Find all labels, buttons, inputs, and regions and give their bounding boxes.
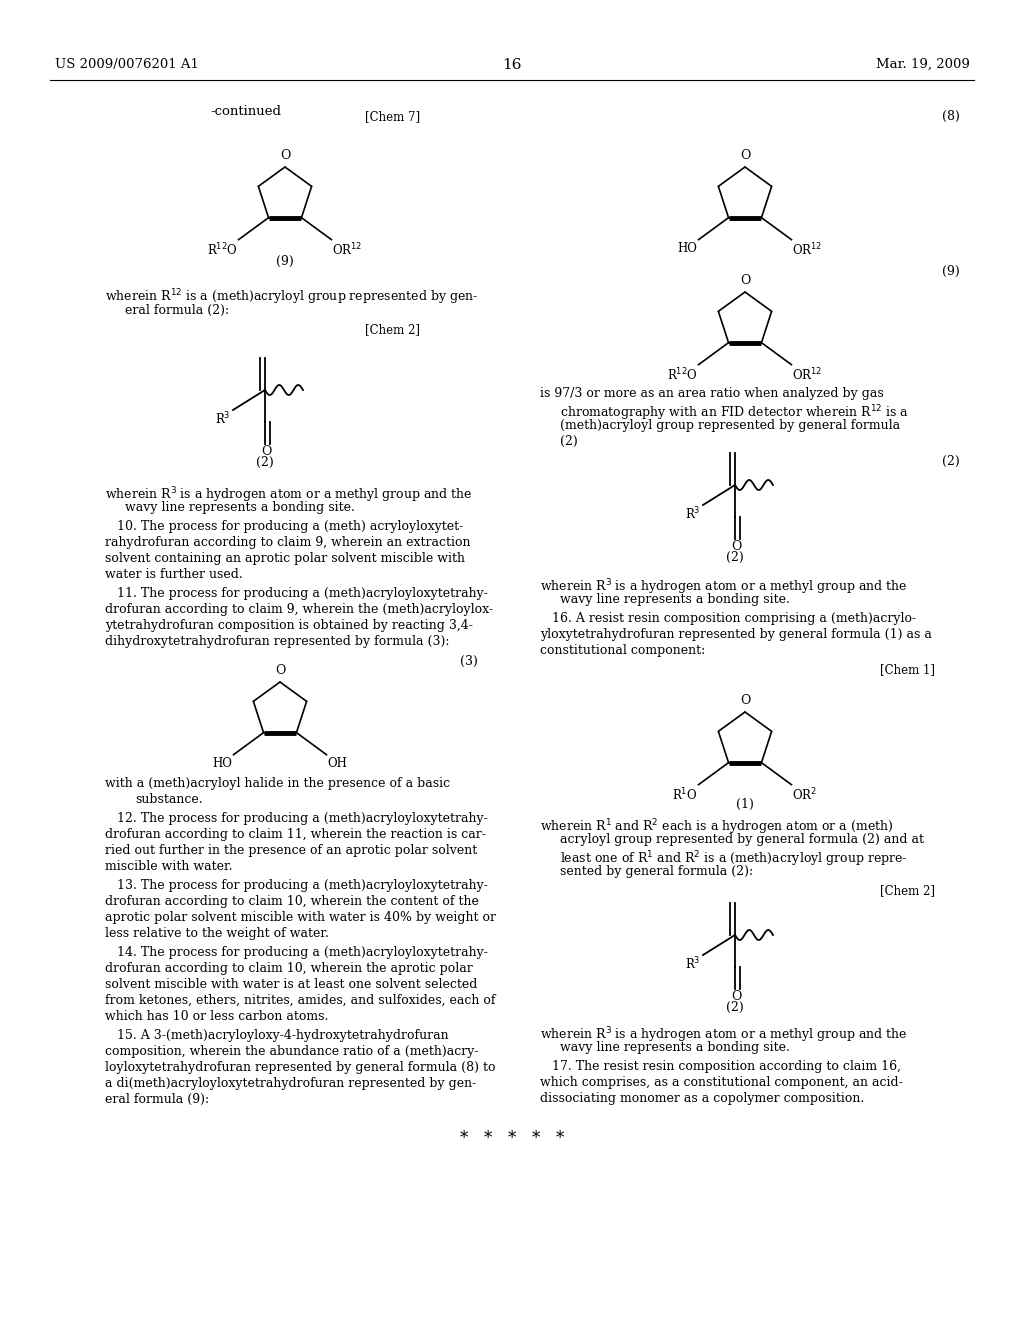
Text: drofuran according to claim 10, wherein the content of the: drofuran according to claim 10, wherein … <box>105 895 479 908</box>
Text: drofuran according to claim 11, wherein the reaction is car-: drofuran according to claim 11, wherein … <box>105 828 485 841</box>
Text: Mar. 19, 2009: Mar. 19, 2009 <box>877 58 970 71</box>
Text: (8): (8) <box>942 110 961 123</box>
Text: R$^{12}$O: R$^{12}$O <box>667 367 697 383</box>
Text: 13. The process for producing a (meth)acryloyloxytetrahy-: 13. The process for producing a (meth)ac… <box>105 879 487 892</box>
Text: R$^3$: R$^3$ <box>685 506 701 523</box>
Text: (2): (2) <box>726 1001 743 1014</box>
Text: OH: OH <box>328 756 347 770</box>
Text: OR$^{12}$: OR$^{12}$ <box>333 242 362 259</box>
Text: O: O <box>274 664 286 677</box>
Text: sented by general formula (2):: sented by general formula (2): <box>560 865 753 878</box>
Text: from ketones, ethers, nitrites, amides, and sulfoxides, each of: from ketones, ethers, nitrites, amides, … <box>105 994 496 1007</box>
Text: which comprises, as a constitutional component, an acid-: which comprises, as a constitutional com… <box>540 1076 903 1089</box>
Text: aprotic polar solvent miscible with water is 40% by weight or: aprotic polar solvent miscible with wate… <box>105 911 496 924</box>
Text: dissociating monomer as a copolymer composition.: dissociating monomer as a copolymer comp… <box>540 1092 864 1105</box>
Text: wherein R$^3$ is a hydrogen atom or a methyl group and the: wherein R$^3$ is a hydrogen atom or a me… <box>540 1026 907 1044</box>
Text: O: O <box>731 990 741 1003</box>
Text: 10. The process for producing a (meth) acryloyloxytet-: 10. The process for producing a (meth) a… <box>105 520 463 533</box>
Text: [Chem 2]: [Chem 2] <box>880 884 935 898</box>
Text: rahydrofuran according to claim 9, wherein an extraction: rahydrofuran according to claim 9, where… <box>105 536 470 549</box>
Text: R$^3$: R$^3$ <box>685 956 701 973</box>
Text: US 2009/0076201 A1: US 2009/0076201 A1 <box>55 58 199 71</box>
Text: (meth)acryloyl group represented by general formula: (meth)acryloyl group represented by gene… <box>560 418 900 432</box>
Text: acryloyl group represented by general formula (2) and at: acryloyl group represented by general fo… <box>560 833 924 846</box>
Text: 11. The process for producing a (meth)acryloyloxytetrahy-: 11. The process for producing a (meth)ac… <box>105 587 487 601</box>
Text: (1): (1) <box>736 799 754 810</box>
Text: dihydroxytetrahydrofuran represented by formula (3):: dihydroxytetrahydrofuran represented by … <box>105 635 450 648</box>
Text: wherein R$^3$ is a hydrogen atom or a methyl group and the: wherein R$^3$ is a hydrogen atom or a me… <box>105 484 473 504</box>
Text: R$^{12}$O: R$^{12}$O <box>207 242 238 259</box>
Text: is 97/3 or more as an area ratio when analyzed by gas: is 97/3 or more as an area ratio when an… <box>540 387 884 400</box>
Text: with a (meth)acryloyl halide in the presence of a basic: with a (meth)acryloyl halide in the pres… <box>105 777 451 789</box>
Text: water is further used.: water is further used. <box>105 568 243 581</box>
Text: loyloxytetrahydrofuran represented by general formula (8) to: loyloxytetrahydrofuran represented by ge… <box>105 1061 496 1074</box>
Text: O: O <box>280 149 290 162</box>
Text: O: O <box>739 275 751 286</box>
Text: 17. The resist resin composition according to claim 16,: 17. The resist resin composition accordi… <box>540 1060 901 1073</box>
Text: O: O <box>261 445 271 458</box>
Text: (9): (9) <box>276 255 294 268</box>
Text: HO: HO <box>678 242 697 255</box>
Text: OR$^{12}$: OR$^{12}$ <box>793 242 822 259</box>
Text: drofuran according to claim 9, wherein the (meth)acryloylox-: drofuran according to claim 9, wherein t… <box>105 603 493 616</box>
Text: wherein R$^{12}$ is a (meth)acryloyl group represented by gen-: wherein R$^{12}$ is a (meth)acryloyl gro… <box>105 286 478 306</box>
Text: O: O <box>731 540 741 553</box>
Text: HO: HO <box>213 756 232 770</box>
Text: substance.: substance. <box>135 793 203 807</box>
Text: wherein R$^1$ and R$^2$ each is a hydrogen atom or a (meth): wherein R$^1$ and R$^2$ each is a hydrog… <box>540 817 894 837</box>
Text: 14. The process for producing a (meth)acryloyloxytetrahy-: 14. The process for producing a (meth)ac… <box>105 946 487 960</box>
Text: [Chem 7]: [Chem 7] <box>365 110 420 123</box>
Text: solvent containing an aprotic polar solvent miscible with: solvent containing an aprotic polar solv… <box>105 552 465 565</box>
Text: [Chem 2]: [Chem 2] <box>365 323 420 337</box>
Text: eral formula (2):: eral formula (2): <box>125 304 229 317</box>
Text: OR$^2$: OR$^2$ <box>793 787 817 804</box>
Text: (3): (3) <box>460 655 478 668</box>
Text: eral formula (9):: eral formula (9): <box>105 1093 209 1106</box>
Text: R$^1$O: R$^1$O <box>672 787 697 804</box>
Text: 12. The process for producing a (meth)acryloyloxytetrahy-: 12. The process for producing a (meth)ac… <box>105 812 487 825</box>
Text: R$^3$: R$^3$ <box>215 411 231 428</box>
Text: which has 10 or less carbon atoms.: which has 10 or less carbon atoms. <box>105 1010 329 1023</box>
Text: (2): (2) <box>560 436 578 447</box>
Text: chromatography with an FID detector wherein R$^{12}$ is a: chromatography with an FID detector wher… <box>560 403 909 422</box>
Text: 16: 16 <box>502 58 522 73</box>
Text: [Chem 1]: [Chem 1] <box>880 663 935 676</box>
Text: miscible with water.: miscible with water. <box>105 861 232 873</box>
Text: wavy line represents a bonding site.: wavy line represents a bonding site. <box>125 502 355 513</box>
Text: (9): (9) <box>942 265 961 279</box>
Text: O: O <box>739 149 751 162</box>
Text: (2): (2) <box>942 455 961 469</box>
Text: O: O <box>739 694 751 708</box>
Text: composition, wherein the abundance ratio of a (meth)acry-: composition, wherein the abundance ratio… <box>105 1045 478 1059</box>
Text: a di(meth)acryloyloxytetrahydrofuran represented by gen-: a di(meth)acryloyloxytetrahydrofuran rep… <box>105 1077 476 1090</box>
Text: *   *   *   *   *: * * * * * <box>460 1130 564 1147</box>
Text: ytetrahydrofuran composition is obtained by reacting 3,4-: ytetrahydrofuran composition is obtained… <box>105 619 473 632</box>
Text: (2): (2) <box>256 455 273 469</box>
Text: least one of R$^1$ and R$^2$ is a (meth)acryloyl group repre-: least one of R$^1$ and R$^2$ is a (meth)… <box>560 849 907 869</box>
Text: OR$^{12}$: OR$^{12}$ <box>793 367 822 383</box>
Text: 15. A 3-(meth)acryloyloxy-4-hydroxytetrahydrofuran: 15. A 3-(meth)acryloyloxy-4-hydroxytetra… <box>105 1030 449 1041</box>
Text: wavy line represents a bonding site.: wavy line represents a bonding site. <box>560 1041 790 1053</box>
Text: wherein R$^3$ is a hydrogen atom or a methyl group and the: wherein R$^3$ is a hydrogen atom or a me… <box>540 577 907 597</box>
Text: solvent miscible with water is at least one solvent selected: solvent miscible with water is at least … <box>105 978 477 991</box>
Text: wavy line represents a bonding site.: wavy line represents a bonding site. <box>560 593 790 606</box>
Text: constitutional component:: constitutional component: <box>540 644 706 657</box>
Text: ried out further in the presence of an aprotic polar solvent: ried out further in the presence of an a… <box>105 843 477 857</box>
Text: drofuran according to claim 10, wherein the aprotic polar: drofuran according to claim 10, wherein … <box>105 962 473 975</box>
Text: (2): (2) <box>726 550 743 564</box>
Text: yloxytetrahydrofuran represented by general formula (1) as a: yloxytetrahydrofuran represented by gene… <box>540 628 932 642</box>
Text: less relative to the weight of water.: less relative to the weight of water. <box>105 927 329 940</box>
Text: -continued: -continued <box>210 106 281 117</box>
Text: 16. A resist resin composition comprising a (meth)acrylo-: 16. A resist resin composition comprisin… <box>540 612 916 624</box>
